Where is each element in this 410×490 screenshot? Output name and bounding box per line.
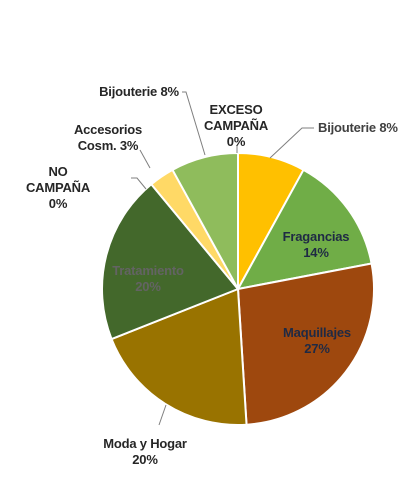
leader-line-moda-y-hogar-3 — [158, 404, 167, 426]
slice-label-accesorios-cosm-6: Accesorios Cosm. 3% — [74, 122, 142, 153]
pie-slice-maquillajes-2 — [236, 262, 375, 426]
leader-line-bijouterie-7 — [182, 91, 206, 156]
slice-label-bijouterie-7: Bijouterie 8% — [99, 84, 179, 99]
pie-slices — [101, 151, 375, 426]
slice-label-fragancias-1: Fragancias 14% — [283, 229, 350, 260]
slice-label-maquillajes-2: Maquillajes 27% — [283, 325, 351, 356]
slice-labels: Bijouterie 8% Fragancias 14% Maquillajes 27%… — [26, 84, 399, 467]
slice-label-bijouterie-0: Bijouterie 8% — [318, 120, 398, 135]
pie-slice-tratamiento-4 — [101, 182, 240, 341]
pie-slice-moda-y-hogar-3 — [110, 287, 248, 426]
leader-lines — [131, 91, 314, 426]
slice-label-no-campana-5: NO CAMPAÑA 0% — [26, 164, 91, 211]
slice-label-moda-y-hogar-3: Moda y Hogar 20% — [103, 436, 187, 467]
pie-slice-fragancias-1 — [236, 168, 373, 291]
leader-line-accesorios-cosm-6 — [139, 149, 151, 169]
pie-slice-bijouterie-7 — [171, 151, 239, 290]
leader-line-no-campana-5 — [131, 177, 147, 190]
slice-label-tratamiento-4: Tratamiento 20% — [112, 263, 184, 294]
slice-label-exceso-campana-8: EXCESO CAMPAÑA 0% — [204, 102, 269, 149]
leader-line-bijouterie-0 — [269, 127, 314, 159]
